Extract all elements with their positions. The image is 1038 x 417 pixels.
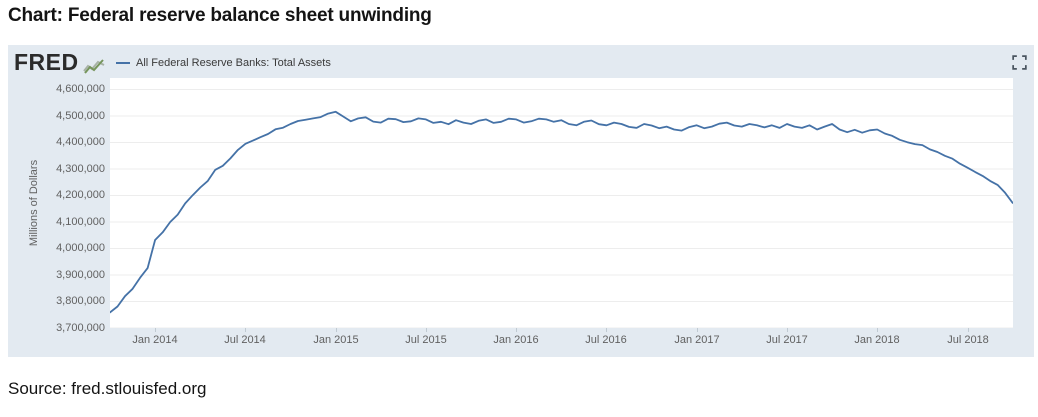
x-tick-label: Jan 2016 [493,334,539,346]
y-tick-label: 4,400,000 [56,136,105,148]
x-tick-label: Jan 2014 [132,334,178,346]
x-tick-label: Jul 2018 [947,334,989,346]
x-tick-mark [606,328,607,332]
x-tick-label: Jan 2018 [854,334,900,346]
y-tick-label: 4,000,000 [56,242,105,254]
x-tick-label: Jul 2016 [585,334,627,346]
legend-line-swatch [116,62,130,64]
x-tick-mark [787,328,788,332]
legend: All Federal Reserve Banks: Total Assets [116,57,331,69]
x-tick-mark [516,328,517,332]
y-tick-label: 3,700,000 [56,321,105,334]
fred-chart-card: FRED All Federal Reserve Banks: Total As… [8,45,1034,357]
source-text: Source: fred.stlouisfed.org [8,379,207,398]
plot-area[interactable] [110,78,1013,328]
x-tick-label: Jul 2015 [405,334,447,346]
x-tick-mark [877,328,878,332]
fred-logo: FRED [14,49,106,76]
x-tick-mark [336,328,337,332]
x-tick-mark [426,328,427,332]
x-tick-label: Jul 2014 [224,334,266,346]
y-tick-label: 4,300,000 [56,162,105,175]
fullscreen-expand-icon[interactable] [1012,55,1027,70]
y-tick-label: 4,500,000 [56,109,105,122]
total-assets-line [110,110,1013,314]
y-tick-label: 4,100,000 [56,215,105,228]
x-tick-label: Jan 2015 [313,334,359,346]
sparkline-chart-icon [82,59,105,74]
y-tick-label: 3,900,000 [56,268,105,281]
x-tick-mark [245,328,246,332]
x-tick-mark [155,328,156,332]
y-tick-label: 3,800,000 [56,295,105,307]
x-tick-label: Jul 2017 [766,334,808,346]
page-title: Chart: Federal reserve balance sheet unw… [8,5,432,26]
y-tick-label: 4,600,000 [56,83,105,95]
y-tick-label: 4,200,000 [56,189,105,201]
plot-svg [110,89,1013,328]
x-tick-label: Jan 2017 [674,334,720,346]
x-tick-mark [697,328,698,332]
fred-logo-text: FRED [14,49,79,75]
x-tick-mark [968,328,969,332]
legend-label: All Federal Reserve Banks: Total Assets [136,57,331,69]
